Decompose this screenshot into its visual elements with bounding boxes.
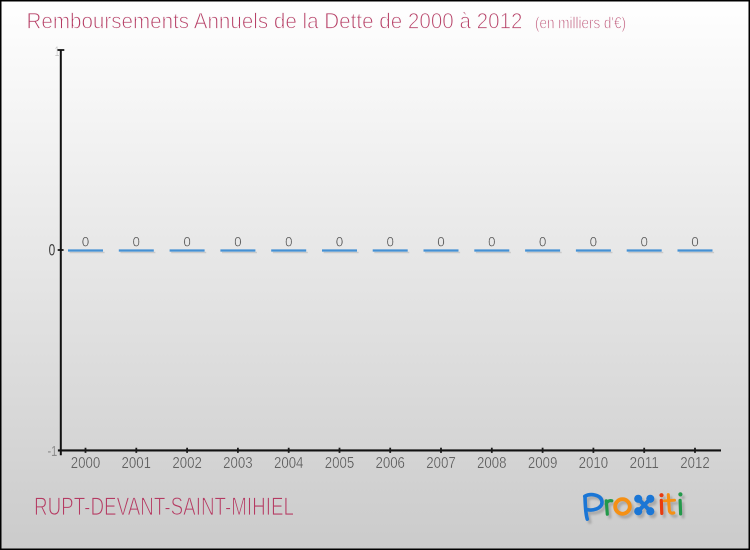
svg-text:0: 0: [691, 235, 699, 250]
svg-text:1: 1: [55, 43, 60, 59]
svg-text:2001: 2001: [122, 455, 152, 472]
svg-text:2006: 2006: [375, 455, 405, 472]
svg-text:2004: 2004: [274, 455, 304, 472]
svg-text:2005: 2005: [325, 455, 355, 472]
svg-text:0: 0: [336, 234, 344, 249]
svg-text:0: 0: [49, 242, 56, 260]
svg-text:0: 0: [640, 235, 648, 250]
svg-text:Remboursements Annuels de la D: Remboursements Annuels de la Dette de 20…: [27, 8, 523, 33]
svg-text:(en milliers d'€): (en milliers d'€): [535, 13, 626, 32]
svg-text:2008: 2008: [477, 455, 507, 472]
svg-text:2002: 2002: [172, 455, 202, 472]
svg-text:2000: 2000: [71, 455, 101, 472]
svg-text:0: 0: [539, 235, 547, 250]
svg-text:0: 0: [82, 234, 90, 249]
svg-text:2007: 2007: [426, 455, 456, 472]
svg-text:2003: 2003: [223, 455, 253, 472]
svg-text:0: 0: [285, 234, 293, 249]
svg-text:0: 0: [488, 235, 496, 250]
svg-text:0: 0: [386, 235, 394, 250]
svg-text:0: 0: [437, 235, 445, 250]
svg-text:0: 0: [234, 234, 242, 249]
svg-text:0: 0: [133, 234, 141, 249]
svg-text:0: 0: [183, 234, 191, 249]
svg-text:0: 0: [590, 235, 598, 250]
svg-text:2012: 2012: [680, 455, 710, 472]
svg-text:RUPT-DEVANT-SAINT-MIHIEL: RUPT-DEVANT-SAINT-MIHIEL: [34, 494, 294, 521]
svg-text:2010: 2010: [579, 455, 609, 472]
svg-text:-1: -1: [47, 444, 57, 460]
svg-text:2011: 2011: [629, 455, 659, 472]
svg-text:2009: 2009: [528, 455, 558, 472]
